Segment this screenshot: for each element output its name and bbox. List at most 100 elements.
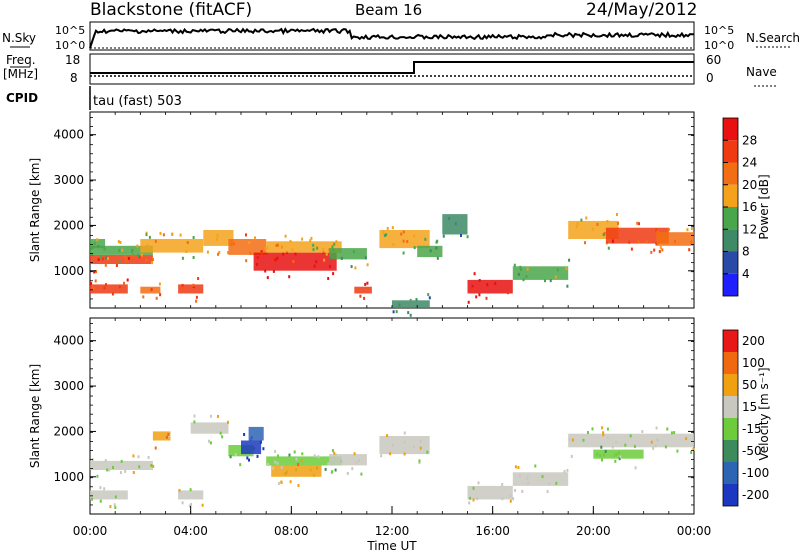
power-speckle <box>94 279 97 283</box>
power-speckle <box>264 269 267 273</box>
velocity-speckle <box>114 495 117 499</box>
velocity-speckle <box>472 498 475 502</box>
velocity-speckle <box>624 443 627 447</box>
velocity-colorbar-tick-4: -15 <box>742 422 762 436</box>
power-region-21 <box>392 300 430 308</box>
velocity-speckle <box>570 454 573 458</box>
power-speckle <box>162 233 165 237</box>
velocity-region-11 <box>379 436 430 455</box>
velocity-speckle <box>324 467 327 471</box>
power-speckle <box>312 248 315 252</box>
velocity-speckle <box>256 445 259 449</box>
velocity-colorbar-tick-1: 100 <box>742 356 765 370</box>
velocity-region-0 <box>90 460 153 470</box>
power-region-0 <box>90 239 106 249</box>
velocity-colorbar: 200 100 50 15 -15 -50 -100 -200 Velocity [m s⁻¹… <box>722 329 771 507</box>
power-speckle <box>340 256 343 260</box>
velocity-speckle <box>331 470 333 474</box>
power-speckle <box>230 242 233 246</box>
velocity-xlabel: Time UT <box>366 539 417 553</box>
power-colorbar-tick-1: 24 <box>742 156 757 170</box>
power-speckle <box>245 259 248 263</box>
power-colorbar-swatch-3 <box>723 184 738 208</box>
velocity-colorbar-swatch-0 <box>723 330 738 352</box>
power-speckle <box>519 265 522 269</box>
velocity-ytick-label-2: 3000 <box>53 379 84 393</box>
velocity-speckle <box>418 459 421 463</box>
power-speckle <box>272 269 275 273</box>
velocity-speckle <box>604 449 607 453</box>
power-speckle <box>254 236 256 240</box>
velocity-speckle <box>563 470 566 473</box>
power-speckle <box>385 233 388 237</box>
date-title: 24/May/2012 <box>586 0 698 20</box>
power-speckle <box>96 238 99 242</box>
power-speckle <box>674 240 676 244</box>
power-speckle <box>216 234 219 237</box>
power-speckle <box>195 295 198 299</box>
velocity-colorbar-tick-2: 50 <box>742 378 757 392</box>
power-speckle <box>309 239 312 243</box>
velocity-speckle <box>280 466 283 469</box>
power-speckle <box>150 261 153 265</box>
power-speckle <box>638 222 640 226</box>
power-speckle <box>93 270 96 274</box>
velocity-speckle <box>90 492 93 496</box>
velocity-region-4 <box>190 422 229 434</box>
power-speckle <box>646 240 648 244</box>
velocity-speckle <box>209 441 212 445</box>
power-speckle <box>566 284 569 288</box>
power-speckle <box>520 267 522 271</box>
velocity-region-9 <box>271 465 322 477</box>
velocity-speckle <box>380 454 383 458</box>
velocity-plot-frame <box>89 317 695 515</box>
velocity-speckle <box>208 439 210 443</box>
power-colorbar-label: Power [dB] <box>757 174 771 239</box>
velocity-speckle <box>472 486 475 490</box>
power-speckle <box>150 288 153 292</box>
velocity-speckle <box>150 464 153 467</box>
power-speckle <box>602 233 605 237</box>
power-region-19 <box>178 284 204 294</box>
power-speckle <box>248 241 251 245</box>
velocity-colorbar-tick-6: -100 <box>742 466 769 480</box>
velocity-speckle <box>501 483 504 486</box>
power-speckle <box>395 310 398 314</box>
power-speckle <box>661 248 664 252</box>
power-speckle <box>606 220 609 223</box>
power-speckle <box>291 248 294 252</box>
power-speckle <box>413 246 416 250</box>
power-speckle <box>284 234 287 238</box>
velocity-colorbar-swatch-6 <box>723 462 738 484</box>
power-colorbar-tick-0: 28 <box>742 133 757 147</box>
power-speckle <box>448 217 451 221</box>
nave-label: Nave <box>746 65 777 79</box>
power-speckle <box>276 256 279 260</box>
velocity-ytick-label-0: 1000 <box>53 470 84 484</box>
power-speckle <box>107 257 109 261</box>
velocity-speckle <box>353 452 356 456</box>
velocity-xtick-label-3: 12:00 <box>375 524 410 538</box>
power-speckle <box>616 213 618 216</box>
velocity-speckle <box>132 454 135 458</box>
velocity-speckle <box>476 497 479 501</box>
power-speckle <box>466 235 469 239</box>
power-region-3 <box>140 239 204 253</box>
velocity-speckle <box>566 468 569 472</box>
power-speckle <box>400 232 403 236</box>
velocity-ytick-label-1: 2000 <box>53 424 84 438</box>
power-speckle <box>276 243 279 247</box>
velocity-speckle <box>189 488 192 492</box>
power-colorbar-tick-3: 16 <box>742 200 757 214</box>
power-speckle <box>525 275 528 278</box>
power-speckle <box>473 272 476 276</box>
power-speckle <box>637 239 640 243</box>
velocity-speckle <box>106 468 109 472</box>
power-speckle <box>181 283 184 287</box>
power-speckle <box>580 218 583 222</box>
power-speckle <box>332 248 335 252</box>
power-region-9 <box>379 230 430 249</box>
power-speckle <box>407 311 410 315</box>
power-region-18 <box>140 286 161 294</box>
velocity-speckle <box>256 454 259 458</box>
